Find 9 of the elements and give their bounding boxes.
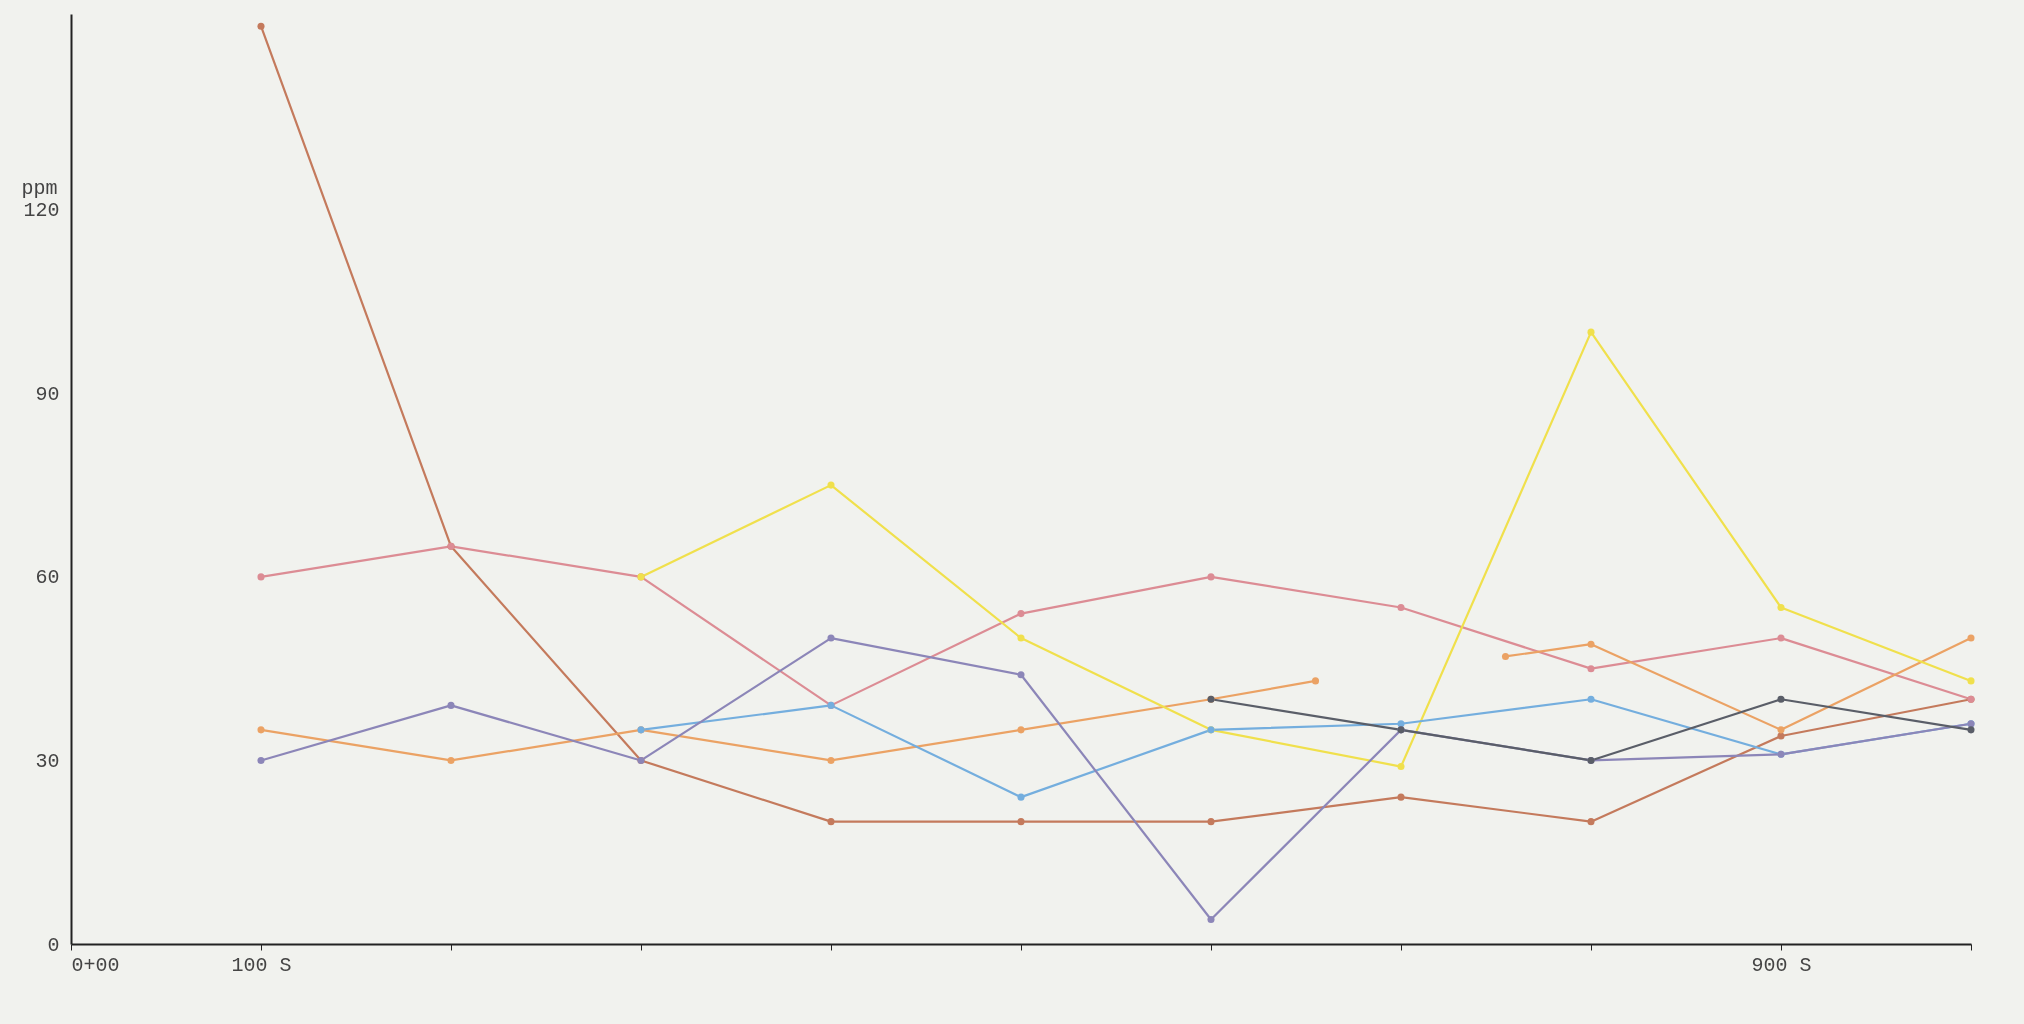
y-tick-label: 0 bbox=[47, 933, 60, 957]
y-tick-label: 30 bbox=[35, 749, 60, 773]
y-tick-label: 60 bbox=[35, 566, 60, 590]
x-tick-label: 100 S bbox=[231, 953, 292, 977]
y-tick-label: 90 bbox=[35, 382, 60, 406]
x-tick-label: 900 S bbox=[1751, 953, 1812, 977]
x-tick-label: 0+00 bbox=[71, 953, 120, 977]
y-axis-title: ppm bbox=[21, 177, 58, 201]
y-tick-label: 120 bbox=[23, 199, 60, 223]
